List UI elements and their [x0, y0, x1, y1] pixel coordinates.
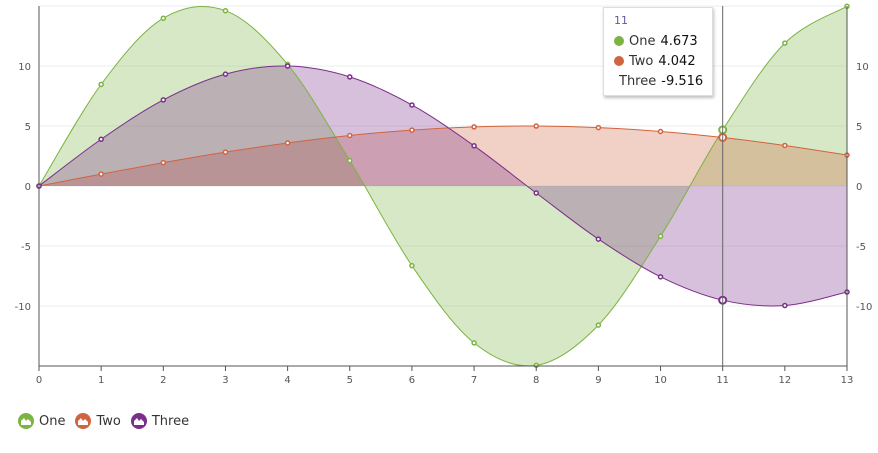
data-point — [160, 97, 167, 103]
y-tick-label-left: 10 — [18, 62, 31, 73]
area-chart-icon — [18, 413, 34, 429]
data-point — [595, 124, 602, 131]
x-tick-label: 8 — [533, 375, 539, 386]
data-point — [533, 123, 539, 129]
data-point — [595, 236, 602, 242]
data-point — [409, 127, 415, 133]
y-tick-label-left: 5 — [25, 122, 31, 133]
tooltip-row-three: Three -9.516 — [619, 73, 704, 89]
x-tick-label: 13 — [841, 375, 854, 386]
data-point — [409, 102, 415, 108]
area-chart-icon — [75, 413, 92, 429]
area-three — [39, 66, 847, 306]
x-tick-label: 5 — [347, 375, 353, 386]
line-one — [38, 5, 848, 367]
legend: One Two Three — [18, 413, 199, 429]
area-two — [39, 126, 847, 186]
x-tick-label: 10 — [654, 375, 667, 386]
data-point — [347, 132, 353, 139]
y-tick-label-right: -5 — [856, 242, 866, 253]
data-point — [657, 274, 664, 280]
y-tick-label-left: -10 — [15, 302, 31, 313]
area-one — [39, 6, 847, 366]
legend-item-three[interactable]: Three — [130, 413, 189, 429]
legend-item-one[interactable]: One — [18, 413, 65, 429]
x-tick-label: 9 — [595, 375, 601, 386]
y-tick-label-right: -10 — [856, 302, 872, 313]
data-point — [98, 136, 104, 143]
data-point — [657, 233, 664, 240]
x-tick-label: 11 — [716, 375, 729, 386]
x-tick-label: 1 — [98, 375, 104, 386]
y-tick-label-right: 5 — [856, 122, 862, 133]
y-tick-label-right: 10 — [856, 62, 869, 73]
data-point — [782, 142, 788, 149]
series-dot-icon — [614, 56, 624, 66]
x-tick-label: 4 — [284, 375, 290, 386]
data-point — [347, 157, 353, 164]
data-point — [284, 140, 291, 146]
data-point — [471, 143, 477, 149]
y-tick-label-left: 0 — [25, 182, 31, 193]
tooltip-row-one: One 4.673 — [614, 31, 702, 51]
data-point — [782, 40, 788, 46]
line-two — [38, 125, 848, 187]
data-point — [533, 190, 539, 196]
tooltip: 11 One 4.673 Two 4.042 Three -9.516 — [603, 7, 713, 96]
data-point — [782, 302, 788, 309]
x-tick-label: 0 — [36, 375, 42, 386]
x-tick-label: 2 — [160, 375, 166, 386]
x-tick-label: 3 — [222, 375, 228, 386]
data-point — [222, 7, 229, 14]
legend-item-two[interactable]: Two — [75, 413, 121, 429]
data-point — [222, 149, 229, 155]
data-point — [98, 81, 104, 88]
data-point — [657, 128, 664, 135]
tooltip-title: 11 — [614, 14, 628, 27]
data-point — [471, 340, 477, 346]
x-tick-label: 12 — [778, 375, 791, 386]
data-point — [409, 262, 415, 269]
data-point — [222, 71, 229, 77]
data-point — [471, 124, 477, 130]
area-chart-icon — [130, 413, 147, 429]
data-point — [284, 63, 291, 69]
x-tick-label: 7 — [471, 375, 477, 386]
tooltip-row-two: Two 4.042 — [614, 51, 702, 71]
data-point — [160, 15, 167, 21]
y-tick-label-right: 0 — [856, 182, 862, 193]
data-point — [595, 322, 602, 328]
x-tick-label: 6 — [409, 375, 415, 386]
series-dot-icon — [614, 36, 624, 46]
y-tick-label-left: -5 — [21, 242, 31, 253]
data-point — [347, 74, 353, 80]
data-point — [98, 171, 104, 177]
data-point — [160, 159, 167, 166]
